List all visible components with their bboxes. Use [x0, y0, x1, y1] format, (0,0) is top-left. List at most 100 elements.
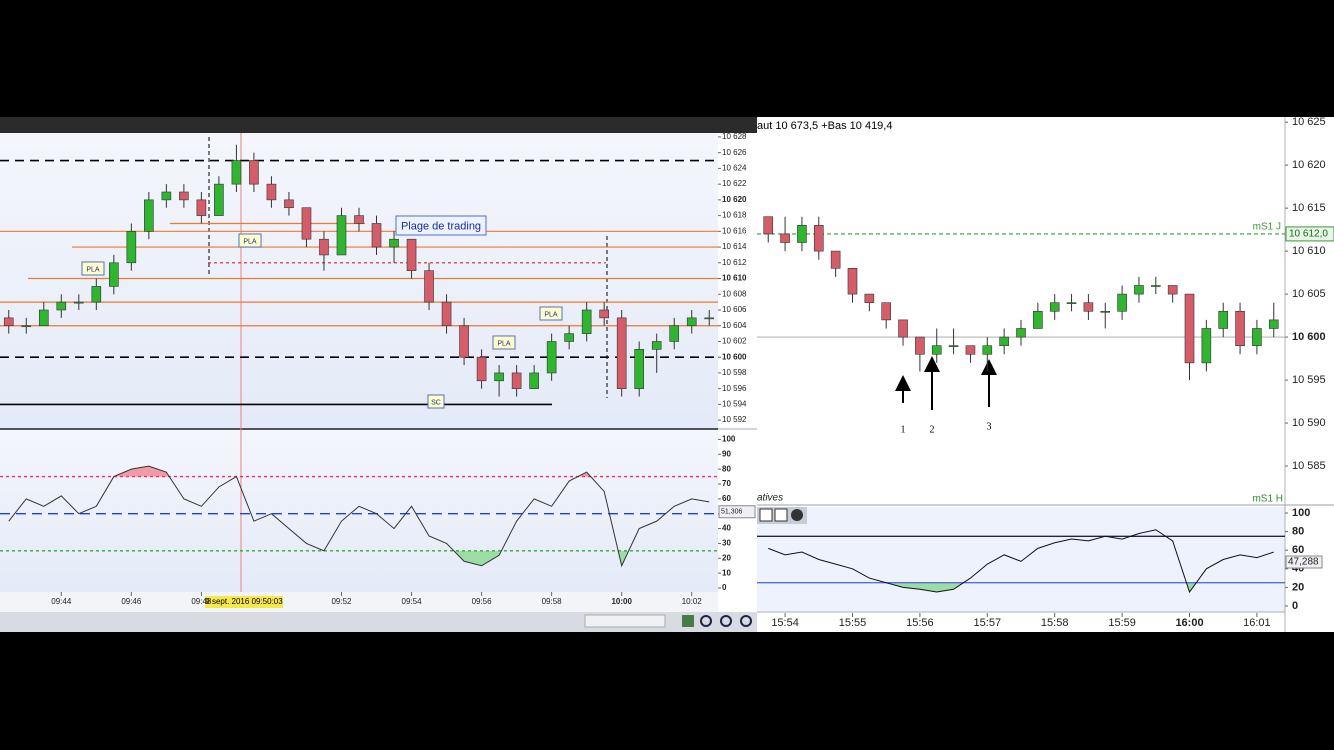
candle-body: [21, 325, 32, 328]
candle-body: [56, 301, 67, 311]
oscillator-line: [8, 465, 710, 568]
candle-body: [1218, 310, 1229, 329]
y-tick-label: 10 598: [722, 368, 747, 377]
last-value-tag: [1285, 555, 1323, 569]
scroll-thumb[interactable]: [584, 614, 666, 628]
right-header: aut 10 673,5 +Bas 10 419,4: [757, 120, 892, 132]
candle-body: [336, 215, 347, 256]
left-oscillator-area: [0, 430, 718, 592]
candle-body: [1117, 293, 1127, 312]
y-tick-label: 10 602: [722, 337, 747, 346]
y-tick-label: 100: [1292, 507, 1310, 519]
candle-body: [126, 231, 137, 264]
candle-body: [161, 191, 172, 201]
level-tag: [1285, 226, 1334, 242]
annotation: PLA: [243, 238, 257, 245]
zoom-in-icon[interactable]: [740, 615, 752, 627]
candle-body: [371, 223, 382, 248]
level-name: mS1 J: [1253, 222, 1281, 233]
arrow-label: 3: [987, 421, 992, 432]
y-tick-label: 30: [722, 539, 731, 548]
candle-body: [864, 293, 875, 303]
annotation-box: [395, 215, 487, 236]
candle-body: [1167, 285, 1178, 295]
tool-icon[interactable]: [682, 615, 694, 627]
left-title-bar: [0, 117, 757, 133]
candle-body: [686, 317, 697, 327]
y-tick-label: 80: [722, 464, 731, 473]
y-tick-label: 10 610: [722, 274, 747, 283]
candle-body: [214, 183, 224, 216]
y-tick-label: 40: [722, 524, 731, 533]
y-tick-label: 0: [1292, 600, 1298, 612]
y-tick-label: 10 596: [722, 384, 747, 393]
close-icon[interactable]: [791, 509, 803, 521]
candle-body: [669, 325, 680, 342]
candle-body: [780, 233, 790, 243]
candle-body: [999, 336, 1009, 346]
annotation-box: [427, 394, 445, 409]
candle-body: [616, 317, 627, 389]
candle-body: [599, 309, 609, 319]
left-scrollbar[interactable]: [0, 612, 757, 632]
left-axis-area: [718, 133, 757, 612]
candle-body: [948, 345, 959, 347]
y-tick-label: 10 615: [1292, 202, 1326, 214]
candle-body: [389, 238, 399, 248]
cursor-label-box: [205, 596, 283, 608]
y-tick-label: 80: [1292, 526, 1304, 538]
candle-body: [898, 319, 908, 338]
candle-body: [1235, 310, 1245, 346]
candle-body: [915, 336, 925, 355]
y-tick-label: 10 624: [722, 164, 747, 173]
candle-body: [109, 262, 119, 287]
x-tick-label: 15:59: [1108, 617, 1136, 629]
candle-body: [1201, 328, 1212, 364]
zoom-out-icon[interactable]: [720, 615, 732, 627]
x-tick-label: 15:58: [1041, 617, 1069, 629]
candle-body: [476, 356, 487, 382]
zoom-icon[interactable]: [700, 615, 712, 627]
annotation-box: [492, 335, 516, 350]
right-oscillator-area: [757, 507, 1285, 612]
oscillator-level-name: mS1 H: [1252, 494, 1283, 505]
level-fill: [8, 466, 710, 477]
y-tick-label: 60: [722, 494, 731, 503]
x-tick-label: 15:54: [771, 617, 799, 629]
oscillator-title: atives: [757, 493, 783, 504]
level-fill: [886, 582, 1197, 593]
y-tick-label: 10 622: [722, 179, 747, 188]
left-time-axis: [0, 592, 718, 612]
y-tick-label: 10 628: [722, 132, 747, 141]
y-tick-label: 10 620: [722, 195, 747, 204]
candle-body: [546, 341, 557, 374]
level-fill: [453, 550, 629, 566]
y-tick-label: 60: [1292, 544, 1304, 556]
cursor-label: 9 sept. 2016 09:50:03: [205, 597, 283, 606]
candle-body: [965, 345, 976, 355]
candle-body: [406, 238, 417, 271]
x-tick-label: 09:48: [191, 597, 212, 606]
y-tick-label: 10 626: [722, 148, 747, 157]
candle-body: [319, 238, 329, 256]
candle-body: [1066, 302, 1077, 304]
x-tick-label: 15:56: [906, 617, 934, 629]
y-tick-label: 0: [722, 583, 727, 592]
x-tick-label: 09:58: [542, 597, 563, 606]
y-tick-label: 10 600: [722, 352, 747, 361]
annotation: Plage de trading: [401, 220, 481, 232]
annotation-box: [238, 233, 262, 248]
candle-body: [564, 333, 574, 342]
last-value-label: 47,288: [1288, 557, 1319, 568]
settings-icon[interactable]: [759, 508, 773, 522]
x-tick-label: 09:56: [472, 597, 493, 606]
x-tick-label: 09:46: [121, 597, 142, 606]
y-tick-label: 10 625: [1292, 116, 1326, 128]
candle-body: [982, 345, 993, 355]
y-tick-label: 10 600: [1292, 331, 1326, 343]
candle-body: [1049, 302, 1060, 312]
x-tick-label: 15:55: [839, 617, 867, 629]
window-icon[interactable]: [774, 508, 788, 522]
candle-body: [266, 183, 277, 201]
